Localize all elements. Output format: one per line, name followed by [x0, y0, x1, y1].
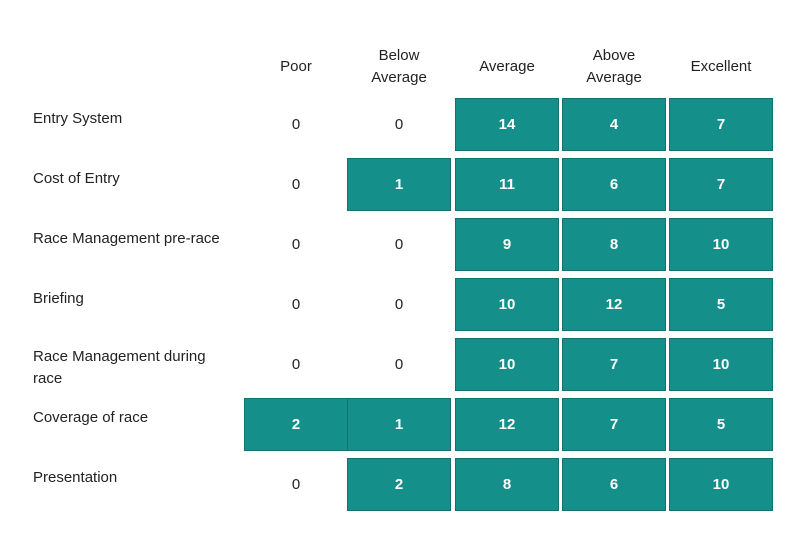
column-header-excellent: Excellent — [690, 58, 752, 75]
cell-race-management-pre-race-above-average: 8 — [562, 218, 666, 271]
cell-coverage-of-race-excellent: 5 — [669, 398, 773, 451]
row-label-entry-system: Entry System — [33, 110, 123, 127]
column-header-above-average: Above Average — [586, 47, 642, 86]
row-label-coverage-of-race: Coverage of race — [33, 409, 149, 426]
cell-cost-of-entry-below-average: 1 — [347, 158, 451, 211]
cell-presentation-excellent: 10 — [669, 458, 773, 511]
cell-race-management-during-race-excellent: 10 — [669, 338, 773, 391]
cell-coverage-of-race-above-average: 7 — [562, 398, 666, 451]
cell-race-management-pre-race-poor: 0 — [291, 236, 301, 253]
row-label-race-management-pre-race: Race Management pre-race — [33, 230, 220, 247]
cell-entry-system-excellent: 7 — [669, 98, 773, 151]
cell-presentation-poor: 0 — [291, 476, 301, 493]
cell-race-management-during-race-above-average: 7 — [562, 338, 666, 391]
column-header-poor: Poor — [280, 58, 312, 75]
row-label-briefing: Briefing — [33, 290, 84, 307]
cell-entry-system-poor: 0 — [291, 116, 301, 133]
column-header-below-average: Below Average — [371, 47, 427, 86]
cell-entry-system-above-average: 4 — [562, 98, 666, 151]
cell-race-management-pre-race-excellent: 10 — [669, 218, 773, 271]
cell-race-management-pre-race-average: 9 — [455, 218, 559, 271]
cell-briefing-poor: 0 — [291, 296, 301, 313]
cell-coverage-of-race-poor: 2 — [244, 398, 348, 451]
cell-entry-system-average: 14 — [455, 98, 559, 151]
row-label-presentation: Presentation — [33, 469, 118, 486]
cell-race-management-pre-race-below-average: 0 — [394, 236, 404, 253]
cell-race-management-during-race-average: 10 — [455, 338, 559, 391]
cell-presentation-above-average: 6 — [562, 458, 666, 511]
cell-cost-of-entry-excellent: 7 — [669, 158, 773, 211]
column-header-average: Average — [479, 58, 535, 75]
cell-briefing-below-average: 0 — [394, 296, 404, 313]
cell-coverage-of-race-below-average: 1 — [347, 398, 451, 451]
cell-briefing-average: 10 — [455, 278, 559, 331]
cell-cost-of-entry-average: 11 — [455, 158, 559, 211]
cell-entry-system-below-average: 0 — [394, 116, 404, 133]
row-label-race-management-during-race: Race Management during race — [33, 348, 206, 387]
cell-briefing-above-average: 12 — [562, 278, 666, 331]
cell-presentation-below-average: 2 — [347, 458, 451, 511]
cell-race-management-during-race-poor: 0 — [291, 356, 301, 373]
cell-briefing-excellent: 5 — [669, 278, 773, 331]
cell-cost-of-entry-poor: 0 — [291, 176, 301, 193]
cell-race-management-during-race-below-average: 0 — [394, 356, 404, 373]
row-label-cost-of-entry: Cost of Entry — [33, 170, 120, 187]
cell-cost-of-entry-above-average: 6 — [562, 158, 666, 211]
cell-coverage-of-race-average: 12 — [455, 398, 559, 451]
cell-presentation-average: 8 — [455, 458, 559, 511]
